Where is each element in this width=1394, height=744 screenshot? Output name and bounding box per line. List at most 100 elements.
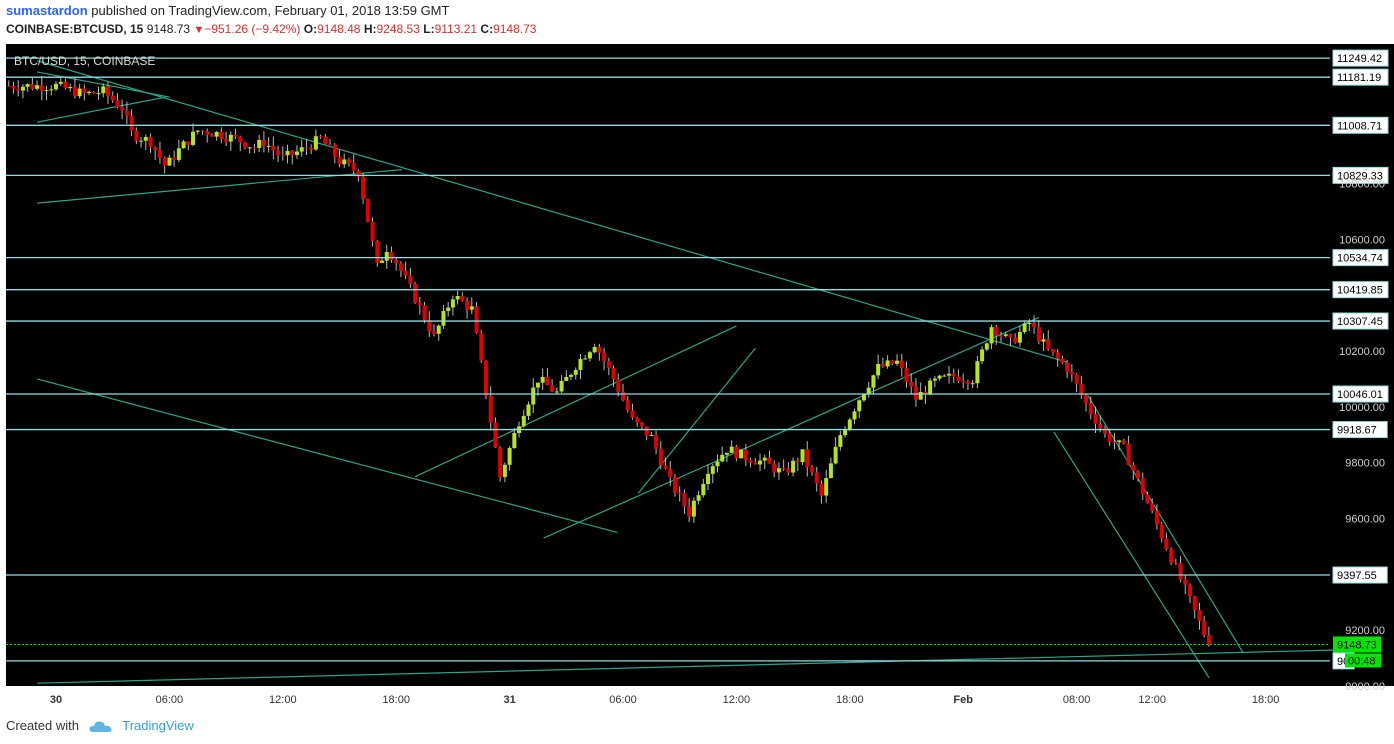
candle-body	[540, 376, 545, 383]
candle-body	[592, 346, 597, 353]
candle-body	[512, 432, 517, 448]
candle-body	[956, 376, 961, 382]
candle-body	[805, 449, 810, 467]
level-label-box	[1332, 116, 1389, 134]
candle-body	[493, 422, 498, 448]
candle-body	[937, 375, 942, 379]
candle-body	[488, 395, 493, 423]
candle-body	[748, 460, 753, 463]
candle-body	[16, 88, 21, 91]
candle-body	[635, 417, 640, 423]
candle-body	[838, 435, 843, 447]
down-triangle-icon: ▼	[193, 24, 205, 36]
candle-body	[587, 352, 592, 359]
level-label-box	[1332, 166, 1389, 184]
high-label: H:	[363, 22, 377, 36]
trendline[interactable]	[414, 325, 737, 478]
price-chart[interactable]: 11249.42 11181.19 11008.71 10829.33 10534.74…	[0, 42, 1394, 710]
candle-body	[365, 198, 370, 222]
close-value: 9148.73	[493, 22, 537, 36]
candle-body	[625, 400, 630, 411]
x-tick-label: 06:00	[156, 694, 184, 706]
level-label-box	[1332, 385, 1389, 403]
candle-body	[1169, 549, 1174, 563]
candle-body	[639, 422, 644, 427]
candle-body	[1173, 562, 1178, 564]
candle-body	[814, 472, 819, 484]
symbol-header: COINBASE:BTCUSD, 15 9148.73 ▼−951.26 (−9…	[6, 22, 536, 36]
candle-body	[583, 358, 588, 360]
candle-body	[970, 383, 975, 385]
candle-body	[1107, 433, 1112, 442]
candle-body	[417, 302, 422, 306]
candle-body	[843, 429, 848, 436]
x-tick-label: 12:00	[1138, 694, 1166, 706]
candle-body	[191, 131, 196, 145]
level-label: 10419.85	[1337, 285, 1383, 297]
candle-body	[91, 91, 96, 94]
countdown-label: 00:48	[1348, 655, 1376, 667]
candle-body	[469, 306, 474, 310]
author-link[interactable]: sumastardon	[6, 3, 88, 18]
candle-body	[1178, 563, 1183, 580]
candle-body	[110, 95, 115, 101]
candle-body	[687, 506, 692, 517]
countdown-box	[1345, 653, 1381, 668]
candle-body	[483, 360, 488, 396]
level-label: 10829.33	[1337, 170, 1383, 182]
candle-body	[672, 477, 677, 493]
candle-body	[706, 473, 711, 485]
candle-body	[545, 376, 550, 386]
candle-body	[923, 392, 928, 395]
level-label: 11008.71	[1337, 120, 1382, 132]
candle-body	[342, 159, 347, 165]
level-label: 11181.19	[1337, 72, 1381, 84]
trendline[interactable]	[1053, 431, 1210, 678]
tradingview-brand-link[interactable]: TradingView	[122, 718, 194, 733]
candle-body	[44, 90, 49, 92]
trendline[interactable]	[36, 60, 1068, 363]
trendline[interactable]	[36, 96, 166, 123]
last-price: 9148.73	[146, 22, 191, 36]
candle-body	[824, 478, 829, 496]
trendline[interactable]	[1087, 395, 1244, 653]
level-label: 9397.55	[1337, 570, 1377, 582]
trendline[interactable]	[36, 378, 618, 534]
candle-body	[526, 404, 531, 416]
candle-body	[1150, 503, 1155, 512]
candle-body	[857, 400, 862, 412]
candle-body	[25, 84, 30, 87]
candle-body	[1159, 524, 1164, 539]
candle-body	[351, 163, 356, 171]
candle-body	[606, 361, 611, 368]
created-with-label: Created with	[6, 718, 79, 733]
symbol-name: COINBASE:BTCUSD, 15	[6, 22, 144, 36]
candle-body	[124, 110, 129, 116]
candle-body	[120, 106, 125, 111]
candle-body	[1008, 334, 1013, 338]
chart-title: BTC/USD, 15, COINBASE	[14, 54, 155, 68]
candle-body	[729, 446, 734, 453]
candle-body	[450, 299, 455, 308]
candle-body	[233, 134, 238, 137]
candle-body	[715, 461, 720, 467]
trendline[interactable]	[37, 648, 1380, 684]
level-label: 10307.45	[1337, 316, 1383, 328]
candle-body	[1013, 337, 1018, 343]
candle-body	[167, 157, 172, 166]
level-label-box	[1332, 49, 1389, 67]
candle-body	[460, 295, 465, 301]
candle-body	[105, 86, 110, 96]
trendline[interactable]	[637, 347, 756, 494]
trendline[interactable]	[543, 316, 1040, 539]
y-tick-label: 9000.00	[1345, 681, 1385, 693]
candle-body	[1098, 423, 1103, 429]
candle-body	[35, 85, 40, 89]
publish-header: sumastardon published on TradingView.com…	[6, 3, 449, 18]
candle-body	[243, 142, 247, 148]
candle-body	[318, 136, 323, 138]
candle-body	[554, 391, 559, 393]
candle-body	[465, 300, 470, 310]
candle-body	[961, 381, 966, 383]
candle-body	[82, 88, 87, 94]
